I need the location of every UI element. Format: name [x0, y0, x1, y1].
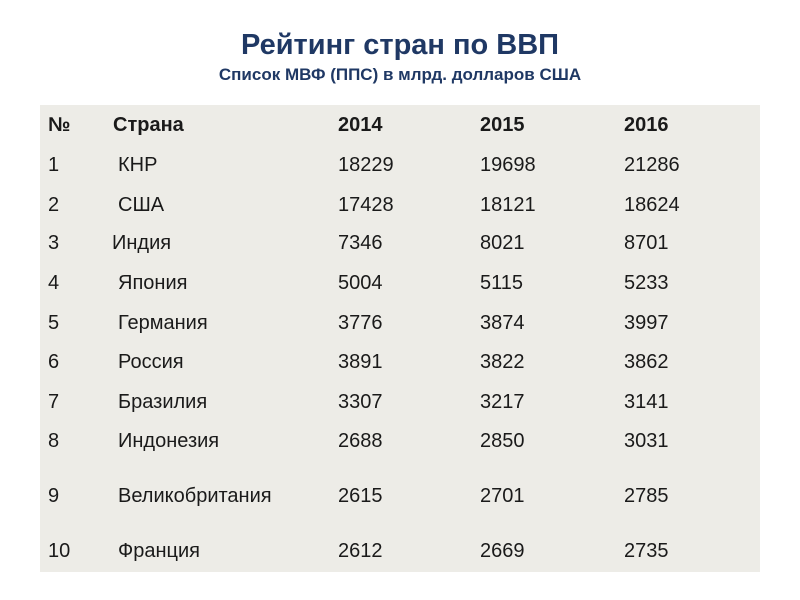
header-country: Страна [113, 114, 184, 136]
table-row: 6 Россия 3891 3822 3862 [40, 348, 760, 376]
header-number: № [48, 114, 71, 136]
gdp-2016-value: 8701 [624, 232, 669, 254]
table-row: 4 Япония 5004 5115 5233 [40, 269, 760, 297]
country-name: Индонезия [118, 430, 220, 452]
gdp-2015-value: 2850 [480, 430, 525, 452]
rank-number: 1 [48, 154, 60, 176]
rank-number: 2 [48, 194, 60, 216]
gdp-2015-value: 5115 [480, 272, 524, 294]
gdp-2015-value: 19698 [480, 154, 536, 176]
gdp-2015-value: 3874 [480, 312, 525, 334]
gdp-2015-value: 2701 [480, 485, 525, 507]
header-2014: 2014 [338, 114, 383, 136]
gdp-2014-value: 2688 [338, 430, 383, 452]
rank-number: 9 [48, 485, 60, 507]
gdp-2016-value: 2785 [624, 485, 669, 507]
table-row: 8 Индонезия 2688 2850 3031 [40, 427, 760, 455]
country-name: Бразилия [118, 391, 208, 413]
gdp-2014-value: 3307 [338, 391, 383, 413]
gdp-2014-value: 3891 [338, 351, 383, 373]
gdp-2014-value: 2615 [338, 485, 383, 507]
table-row: 7 Бразилия 3307 3217 3141 [40, 388, 760, 416]
gdp-2014-value: 18229 [338, 154, 394, 176]
country-name: США [118, 194, 165, 216]
rank-number: 7 [48, 391, 60, 413]
gdp-2016-value: 3997 [624, 312, 669, 334]
gdp-2015-value: 8021 [480, 232, 525, 254]
gdp-2016-value: 5233 [624, 272, 669, 294]
header-2016: 2016 [624, 114, 669, 136]
country-name: Индия [112, 232, 172, 254]
country-name: Япония [118, 272, 188, 294]
table-row: 5 Германия 3776 3874 3997 [40, 309, 760, 337]
gdp-2016-value: 2735 [624, 540, 669, 562]
rank-number: 10 [48, 540, 71, 562]
country-name: Франция [118, 540, 200, 562]
gdp-2016-value: 21286 [624, 154, 680, 176]
country-name: Великобритания [118, 485, 272, 507]
gdp-2016-value: 3141 [624, 391, 669, 413]
table-row: 9 Великобритания 2615 2701 2785 [40, 482, 760, 510]
header-2015: 2015 [480, 114, 525, 136]
gdp-2014-value: 5004 [338, 272, 383, 294]
country-name: КНР [118, 154, 158, 176]
table-row: 1 КНР 18229 19698 21286 [40, 151, 760, 179]
gdp-2015-value: 2669 [480, 540, 525, 562]
gdp-2015-value: 3822 [480, 351, 525, 373]
gdp-2015-value: 18121 [480, 194, 536, 216]
slide-title: Рейтинг стран по ВВП [240, 29, 560, 61]
gdp-2016-value: 18624 [624, 194, 680, 216]
gdp-2014-value: 2612 [338, 540, 383, 562]
gdp-2016-value: 3862 [624, 351, 669, 373]
gdp-2015-value: 3217 [480, 391, 525, 413]
rank-number: 3 [48, 232, 60, 254]
table-row: 2 США 17428 18121 18624 [40, 191, 760, 219]
gdp-2016-value: 3031 [624, 430, 669, 452]
gdp-ranking-table: № Страна 2014 2015 2016 1 КНР 18229 1969… [40, 105, 760, 572]
rank-number: 6 [48, 351, 60, 373]
country-name: Германия [118, 312, 208, 334]
table-row: 10 Франция 2612 2669 2735 [40, 537, 760, 565]
gdp-2014-value: 17428 [338, 194, 394, 216]
gdp-2014-value: 7346 [338, 232, 383, 254]
rank-number: 8 [48, 430, 60, 452]
table-header-row: № Страна 2014 2015 2016 [40, 111, 760, 139]
slide-subtitle: Список МВФ (ППС) в млрд. долларов США [218, 65, 582, 84]
gdp-2014-value: 3776 [338, 312, 383, 334]
country-name: Россия [118, 351, 184, 373]
rank-number: 5 [48, 312, 60, 334]
table-row: 3 Индия 7346 8021 8701 [40, 229, 760, 257]
rank-number: 4 [48, 272, 60, 294]
